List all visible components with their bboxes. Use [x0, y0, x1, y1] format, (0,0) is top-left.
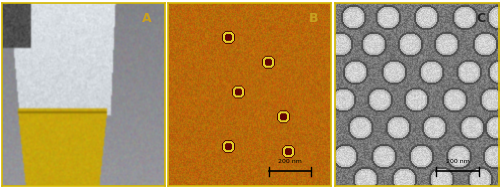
Text: A: A — [142, 12, 152, 25]
Text: 200 nm: 200 nm — [446, 159, 469, 164]
Text: C: C — [476, 12, 486, 25]
Text: B: B — [308, 12, 318, 25]
Text: 200 nm: 200 nm — [278, 159, 302, 164]
